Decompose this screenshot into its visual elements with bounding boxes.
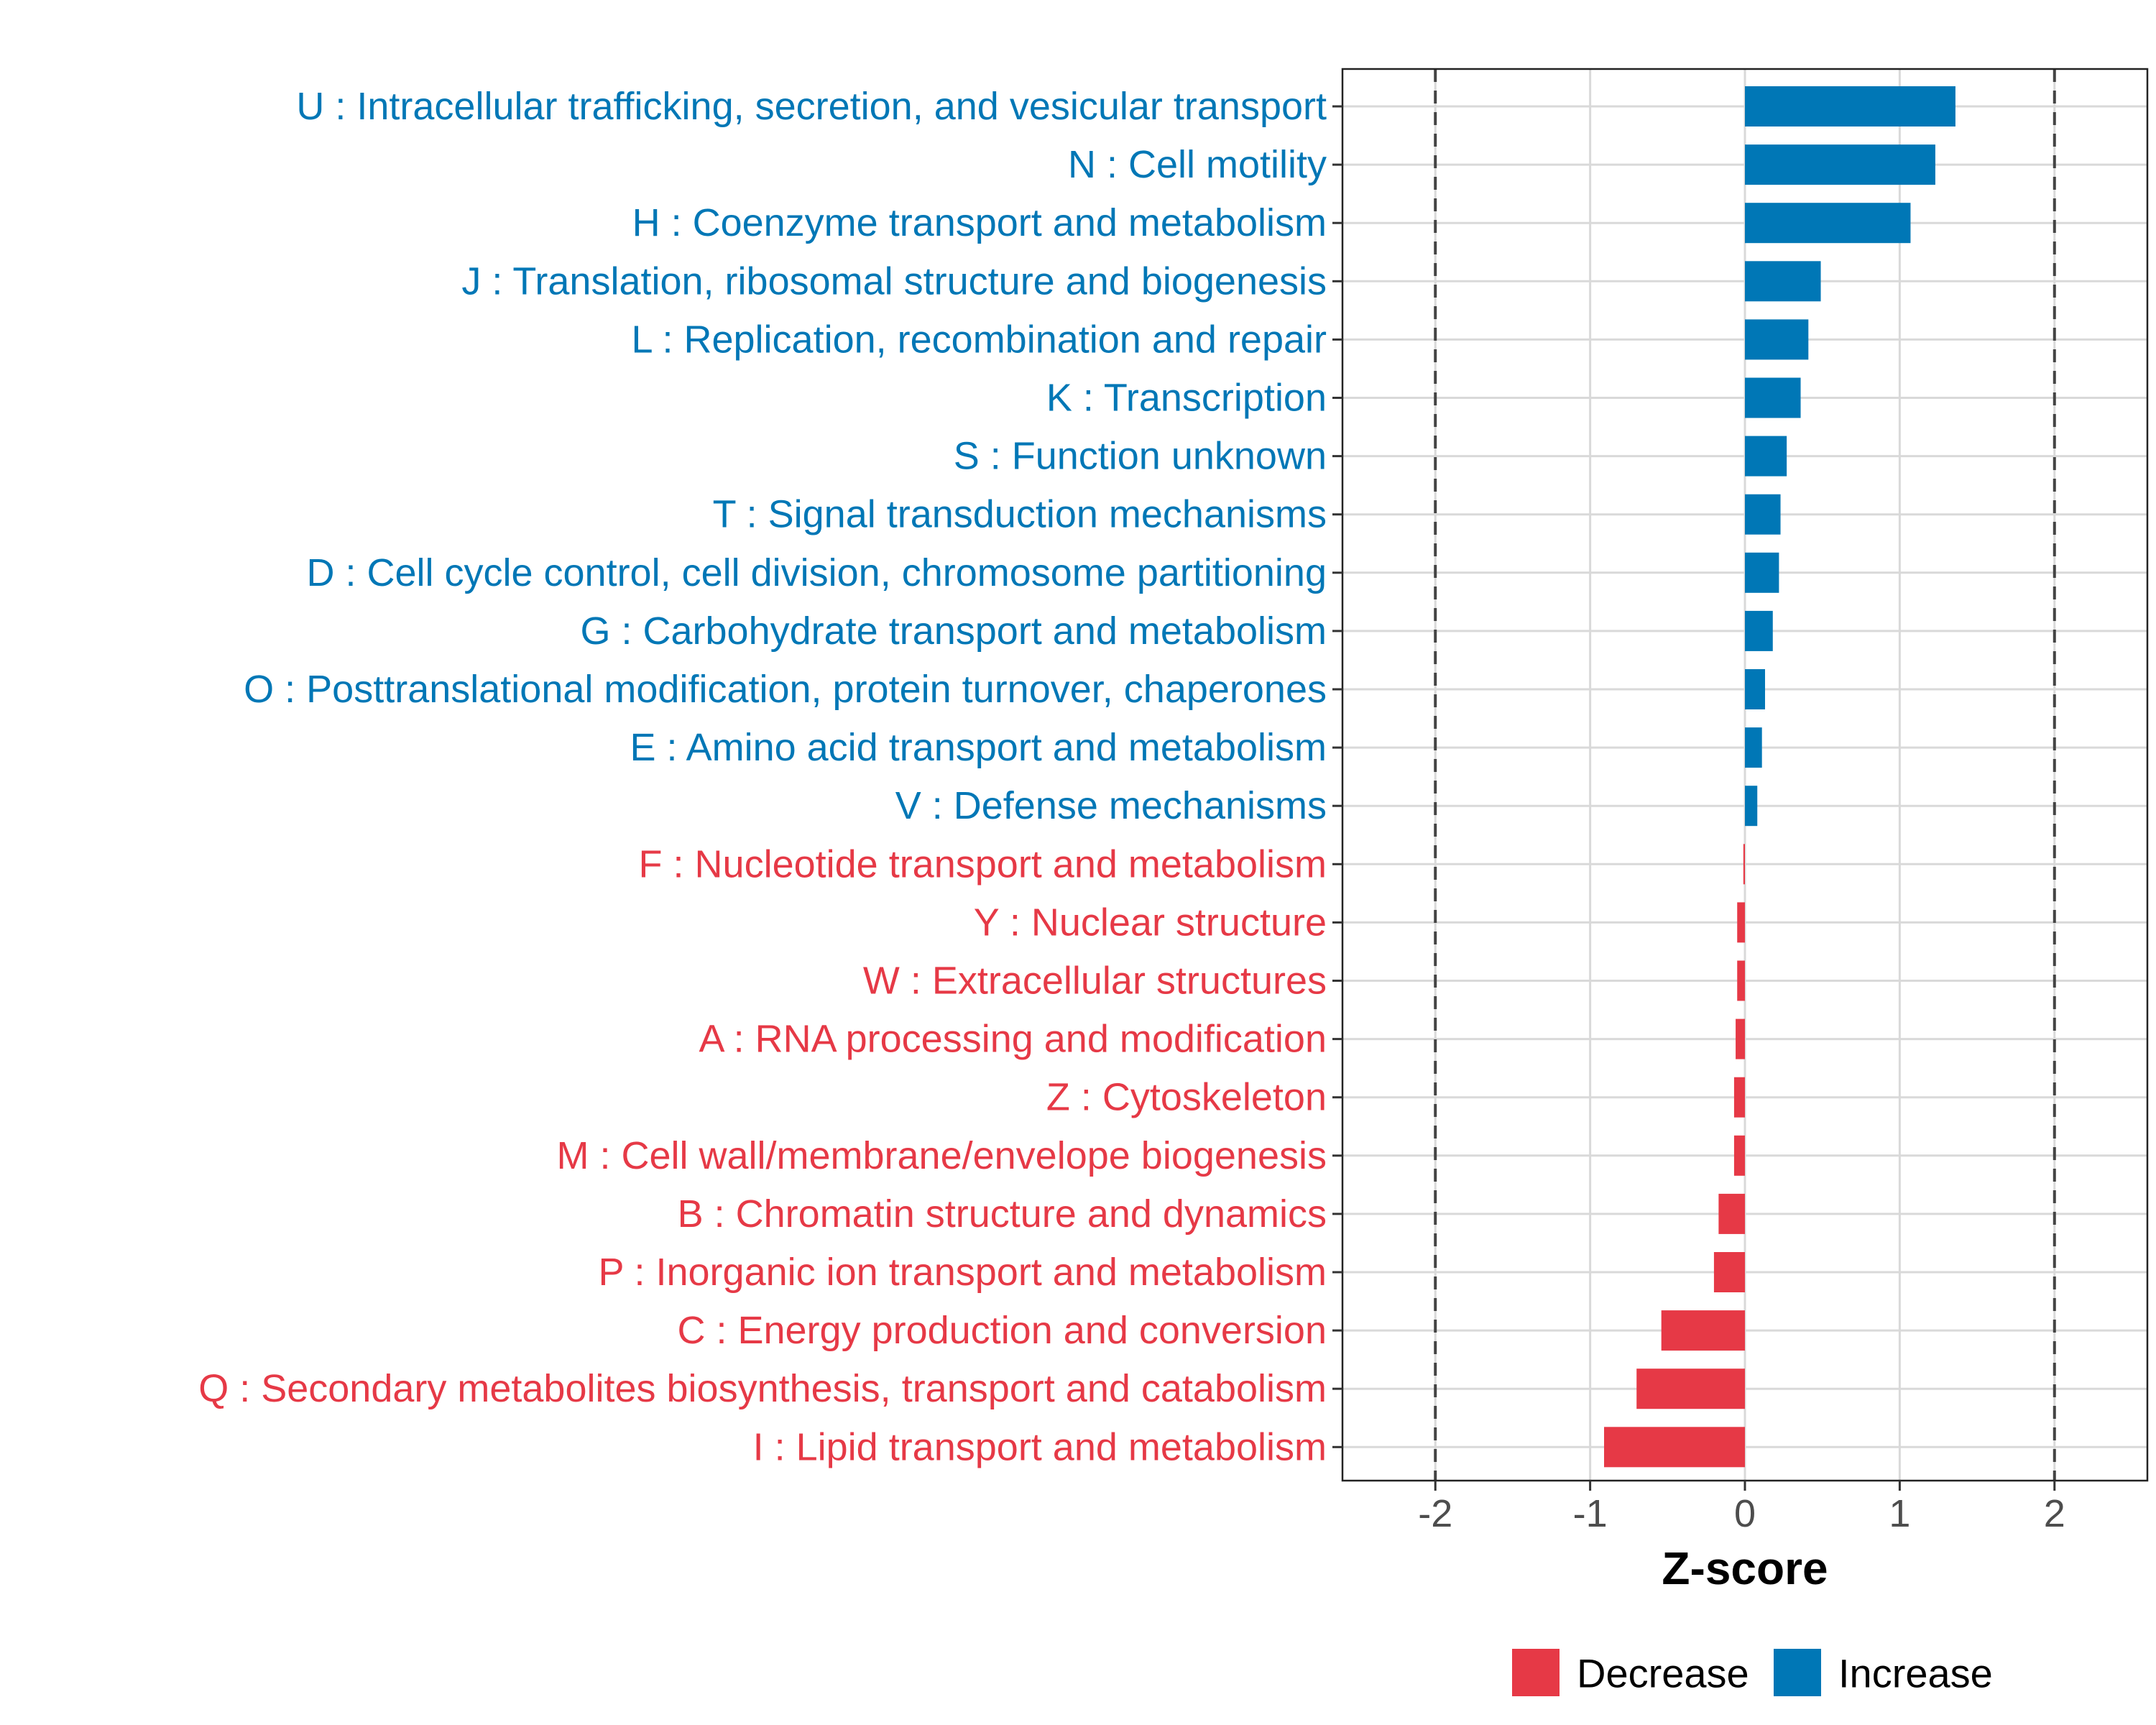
bar	[1745, 436, 1787, 477]
bar	[1718, 1193, 1745, 1234]
bar	[1713, 1252, 1745, 1292]
y-tick-label: C : Energy production and conversion	[677, 1309, 1327, 1352]
y-tick-label: U : Intracellular trafficking, secretion…	[296, 85, 1327, 128]
bar	[1743, 844, 1745, 885]
y-tick-label: I : Lipid transport and metabolism	[753, 1425, 1327, 1468]
bar	[1733, 1135, 1745, 1176]
bar	[1745, 377, 1801, 418]
y-tick-label: D : Cell cycle control, cell division, c…	[306, 551, 1327, 594]
y-tick-label: L : Replication, recombination and repai…	[631, 318, 1327, 361]
legend-label: Decrease	[1577, 1651, 1749, 1696]
y-tick-label: T : Signal transduction mechanisms	[713, 493, 1327, 536]
bar	[1745, 144, 1935, 185]
y-axis-labels: U : Intracellular trafficking, secretion…	[198, 85, 1327, 1468]
y-tick-label: F : Nucleotide transport and metabolism	[639, 842, 1327, 886]
y-tick-label: N : Cell motility	[1068, 143, 1327, 186]
bar	[1745, 669, 1765, 709]
legend-swatch	[1512, 1649, 1560, 1696]
bar	[1733, 1077, 1745, 1118]
y-tick-label: E : Amino acid transport and metabolism	[630, 726, 1327, 769]
bar	[1736, 1018, 1745, 1059]
y-tick-label: W : Extracellular structures	[863, 960, 1327, 1003]
bar	[1604, 1427, 1745, 1468]
bar	[1745, 786, 1758, 827]
y-tick-label: H : Coenzyme transport and metabolism	[632, 201, 1327, 244]
y-tick-label: O : Posttranslational modification, prot…	[244, 668, 1327, 711]
y-tick-label: J : Translation, ribosomal structure and…	[461, 259, 1327, 303]
x-axis-title: Z-score	[1662, 1542, 1828, 1594]
y-tick-label: Z : Cytoskeleton	[1046, 1076, 1327, 1119]
bar	[1745, 86, 1955, 126]
y-tick-label: K : Transcription	[1046, 377, 1327, 420]
bar	[1745, 494, 1781, 535]
y-tick-label: P : Inorganic ion transport and metaboli…	[598, 1251, 1327, 1294]
legend-swatch	[1774, 1649, 1821, 1696]
bar	[1745, 203, 1911, 244]
bar	[1745, 552, 1779, 593]
y-axis-ticks	[1332, 105, 1342, 1448]
y-tick-label: A : RNA processing and modification	[699, 1018, 1327, 1061]
y-tick-label: B : Chromatin structure and dynamics	[678, 1192, 1327, 1236]
bar	[1745, 727, 1762, 768]
bar	[1737, 960, 1745, 1001]
y-tick-label: V : Defense mechanisms	[895, 784, 1327, 827]
bar	[1737, 902, 1745, 943]
bars	[1604, 86, 1955, 1468]
x-tick-label: 1	[1889, 1492, 1910, 1535]
y-tick-label: Q : Secondary metabolites biosynthesis, …	[198, 1367, 1327, 1410]
x-tick-label: 2	[2044, 1492, 2065, 1535]
bar	[1745, 319, 1809, 360]
legend: Decrease Increase	[1512, 1649, 1993, 1696]
bar	[1745, 610, 1773, 651]
y-tick-label: Y : Nuclear structure	[974, 901, 1327, 944]
x-tick-label: -1	[1573, 1492, 1608, 1535]
y-tick-label: G : Carbohydrate transport and metabolis…	[581, 610, 1327, 653]
legend-label: Increase	[1838, 1651, 1993, 1696]
y-tick-label: S : Function unknown	[954, 435, 1327, 478]
reference-lines	[1434, 69, 2056, 1481]
bar	[1636, 1368, 1745, 1409]
x-tick-label: -2	[1418, 1492, 1452, 1535]
x-tick-label: 0	[1734, 1492, 1756, 1535]
x-axis-ticks: -2 -1 0 1 2	[1418, 1481, 2065, 1535]
bar	[1745, 261, 1821, 302]
bar	[1661, 1310, 1745, 1351]
y-tick-label: M : Cell wall/membrane/envelope biogenes…	[556, 1134, 1327, 1177]
